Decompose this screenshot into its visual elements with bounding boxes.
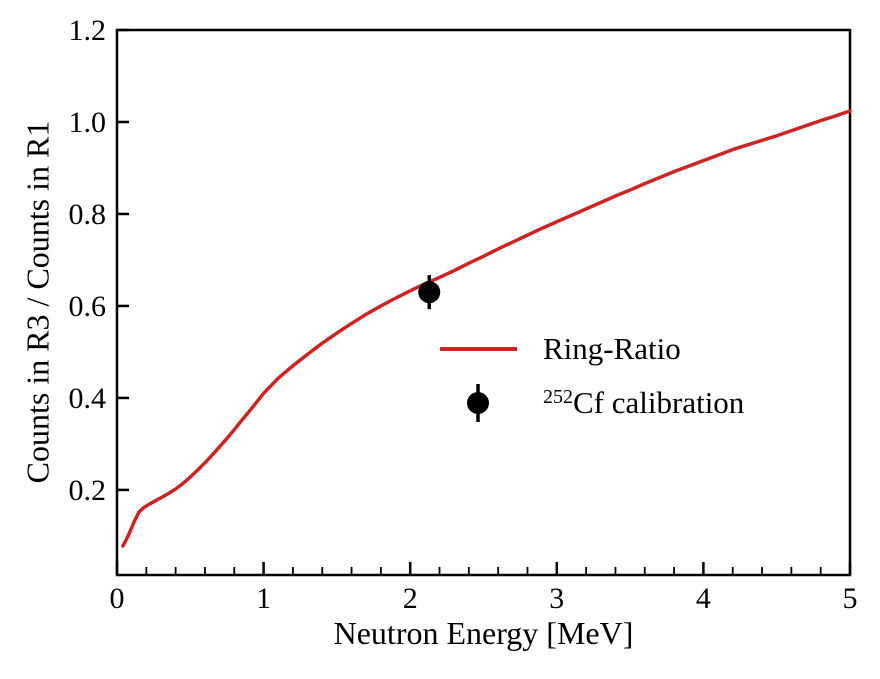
y-tick-label: 0.2 xyxy=(69,474,107,507)
cf252-marker-swatch xyxy=(467,384,489,422)
legend-label-cf252: 252Cf calibration xyxy=(543,385,744,421)
x-tick-label: 0 xyxy=(110,582,125,615)
plot-frame xyxy=(115,28,852,577)
y-tick-label: 0.4 xyxy=(69,382,107,415)
legend: Ring-Ratio 252Cf calibration xyxy=(437,322,744,430)
ring-ratio-line-swatch xyxy=(440,347,517,351)
y-tick-label: 0.6 xyxy=(69,290,107,323)
y-tick-label: 0.8 xyxy=(69,198,107,231)
legend-item-cf252: 252Cf calibration xyxy=(437,376,744,430)
legend-label-cf252-superscript: 252 xyxy=(543,386,573,408)
x-tick-label: 5 xyxy=(843,582,858,615)
legend-item-ring-ratio: Ring-Ratio xyxy=(437,322,744,376)
cf252-data-point xyxy=(418,281,441,304)
cf252-marker-sample xyxy=(467,392,489,414)
legend-label-cf252-text: Cf calibration xyxy=(573,385,745,420)
x-tick-label: 3 xyxy=(549,582,564,615)
ring-ratio-curve xyxy=(121,109,852,548)
x-tick-label: 2 xyxy=(403,582,418,615)
x-axis-title: Neutron Energy [MeV] xyxy=(333,615,634,651)
y-tick-label: 1.0 xyxy=(69,106,107,139)
legend-label-ring-ratio: Ring-Ratio xyxy=(543,331,681,366)
y-axis-title: Counts in R3 / Counts in R1 xyxy=(19,120,56,484)
x-tick-label: 4 xyxy=(696,582,711,615)
x-tick-label: 1 xyxy=(256,582,271,615)
y-tick-label: 1.2 xyxy=(69,14,107,47)
